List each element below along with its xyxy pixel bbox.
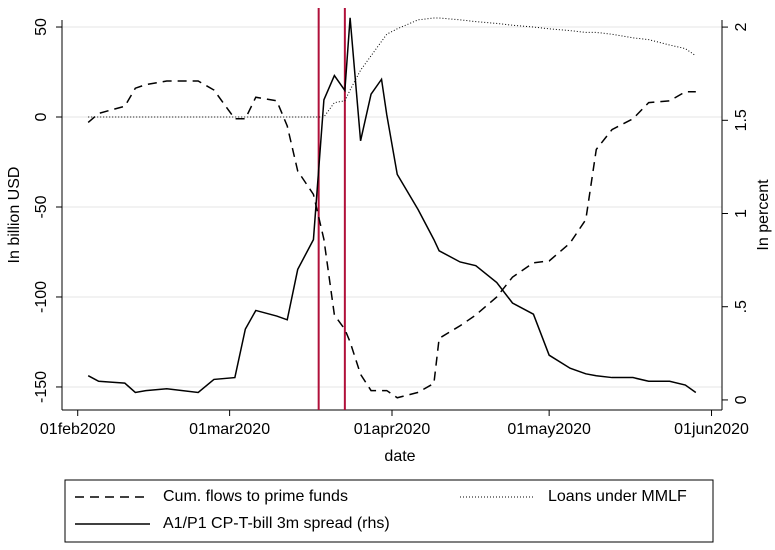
legend-label: Loans under MMLF: [548, 488, 687, 505]
y2-tick-label: .5: [733, 300, 750, 313]
x-axis-title: date: [384, 448, 415, 465]
y2-tick-label: 0: [733, 395, 750, 404]
x-tick-label: 01apr2020: [354, 421, 431, 438]
y2-tick-label: 1.5: [733, 109, 750, 131]
y-tick-label: -100: [33, 281, 50, 313]
y-axis-title: In billion USD: [6, 167, 23, 264]
series-line: [88, 17, 697, 118]
y-tick-label: 50: [33, 18, 50, 36]
x-tick-label: 01may2020: [507, 421, 591, 438]
y-tick-label: -150: [33, 371, 50, 403]
y-tick-label: 0: [33, 112, 50, 121]
series-line: [87, 17, 697, 394]
x-tick-label: 01feb2020: [40, 421, 116, 438]
legend-label: Cum. flows to prime funds: [163, 488, 348, 505]
y2-tick-label: 1: [733, 209, 750, 218]
legend-label: A1/P1 CP-T-bill 3m spread (rhs): [163, 515, 390, 532]
legend-box: [64, 479, 714, 543]
x-tick-label: 01jun2020: [674, 421, 749, 438]
x-tick-label: 01mar2020: [189, 421, 270, 438]
series-line: [87, 80, 696, 399]
y2-axis-title: In percent: [755, 179, 772, 251]
y-tick-label: -50: [33, 195, 50, 218]
y2-tick-label: 2: [733, 23, 750, 32]
